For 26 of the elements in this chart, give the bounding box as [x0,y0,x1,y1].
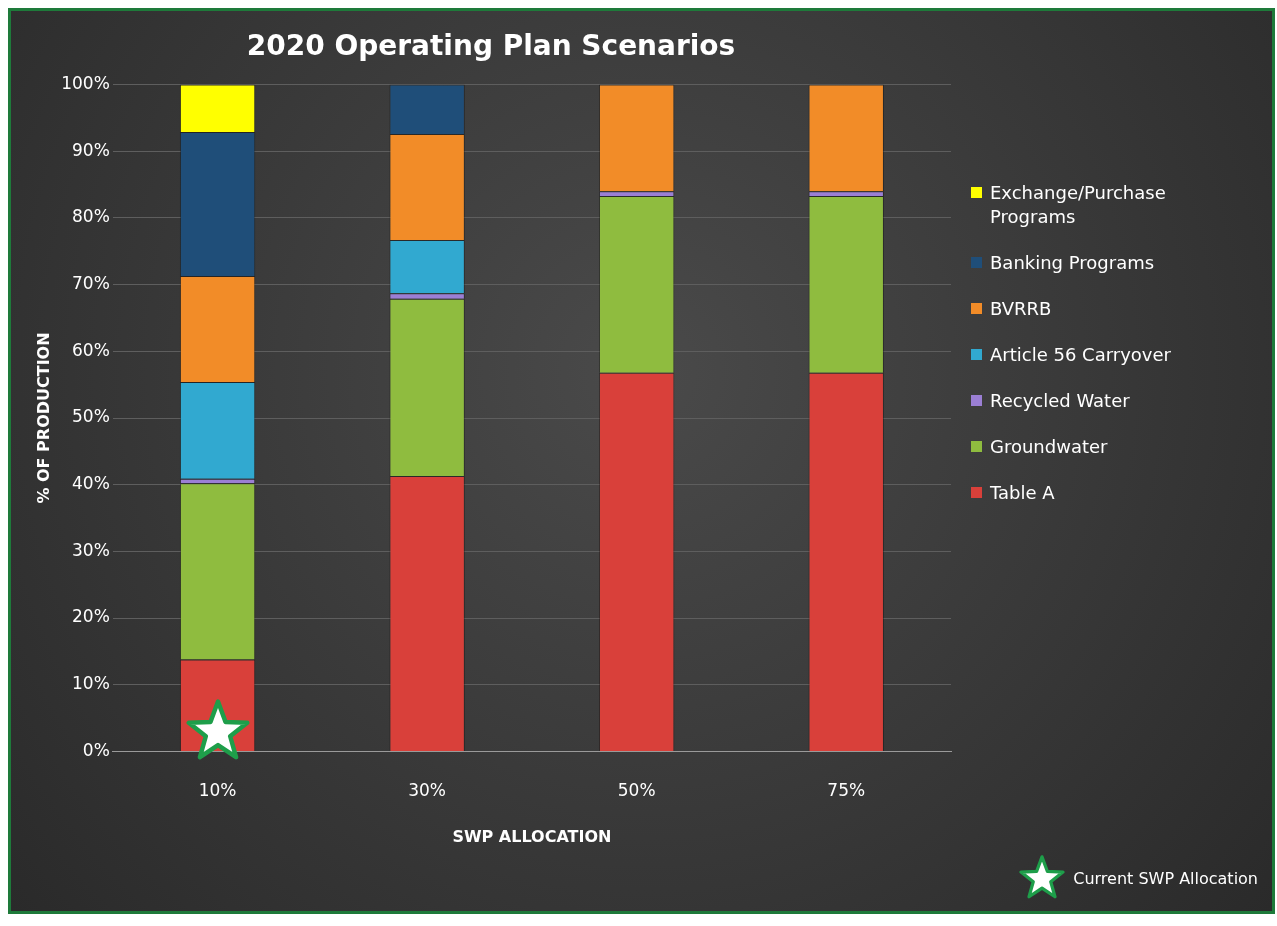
x-tick-label: 30% [408,780,447,801]
y-tick-label: 100% [61,73,110,94]
text: Current SWP Allocation [1073,868,1258,888]
x-tick-label: 75% [827,780,866,801]
y-tick-label: 60% [72,339,110,360]
legend-label: Banking Programs [990,251,1155,275]
y-tick-label: 50% [72,406,110,427]
x-axis-title: SWP ALLOCATION [452,826,612,846]
legend-label: Recycled Water [990,389,1130,413]
x-tick-label: 10% [198,780,237,801]
y-tick-label: 0% [82,739,110,760]
legend-label: BVRRB [990,297,1052,321]
y-tick-label: 80% [72,206,110,227]
y-axis-title: % OF PRODUCTION [33,332,53,504]
legend-label: Article 56 Carryover [990,343,1171,367]
legend-label: Groundwater [990,435,1108,459]
y-tick-label: 30% [72,539,110,560]
y-tick-label: 20% [72,606,110,627]
legend-label: Exchange/Purchase Programs [990,181,1167,229]
y-tick-label: 40% [72,473,110,494]
y-tick-label: 10% [72,673,110,694]
chart-title: 2020 Operating Plan Scenarios [246,29,736,63]
x-tick-label: 50% [617,780,656,801]
legend-label: Table A [990,481,1055,505]
y-tick-label: 90% [72,139,110,160]
y-tick-label: 70% [72,273,110,294]
